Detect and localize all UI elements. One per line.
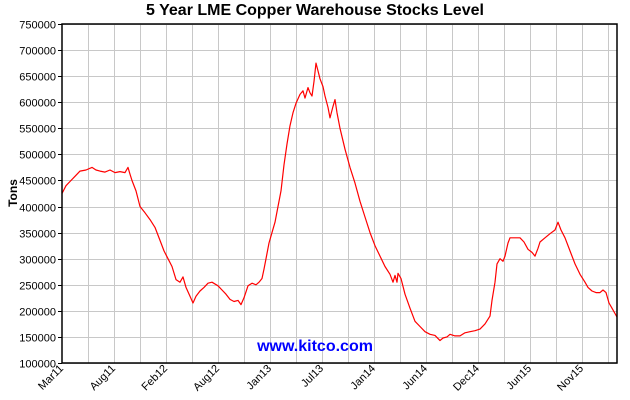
x-tick-label: Jan13 (244, 363, 274, 393)
y-tick-label: 750000 (19, 20, 56, 32)
y-tick-label: 200000 (19, 307, 56, 319)
y-axis-label: Tons (6, 179, 20, 207)
y-tick-label: 300000 (19, 255, 56, 267)
y-tick-label: 250000 (19, 281, 56, 293)
x-tick-label: Dec14 (451, 363, 482, 394)
plot-frame (61, 23, 618, 364)
y-tick-label: 600000 (19, 98, 56, 110)
x-tick-label: Nov15 (555, 363, 586, 394)
y-tick-label: 450000 (19, 176, 56, 188)
x-tick-label: Feb12 (140, 363, 171, 394)
x-axis: Mar11 Aug11 Feb12 Aug12 Jan13 Jul13 Jan14 Jun14… (36, 363, 586, 394)
watermark-text: www.kitco.com (256, 338, 373, 355)
y-tick-label: 400000 (19, 203, 56, 215)
x-tick-label: Jun14 (400, 363, 430, 393)
y-axis: 100000 150000 200000 250000 300000 350000 4000… (19, 20, 62, 371)
x-tick-label: Aug11 (88, 363, 118, 393)
y-tick-label: 500000 (19, 150, 56, 162)
y-tick-label: 650000 (19, 72, 56, 84)
x-tick-label: Jun15 (504, 363, 534, 393)
y-tick-label: 150000 (19, 333, 56, 345)
stocks-line-series (61, 62, 618, 342)
y-tick-label: 550000 (19, 124, 56, 136)
y-tick-label: 700000 (19, 46, 56, 58)
gridlines (62, 24, 617, 364)
x-tick-label: Jan14 (348, 363, 378, 393)
y-tick-label: 350000 (19, 229, 56, 241)
chart-title: 5 Year LME Copper Warehouse Stocks Level (146, 2, 484, 19)
y-tick-label: 100000 (19, 359, 56, 371)
x-tick-label: Jul13 (299, 363, 326, 390)
x-tick-label: Aug12 (191, 363, 222, 394)
